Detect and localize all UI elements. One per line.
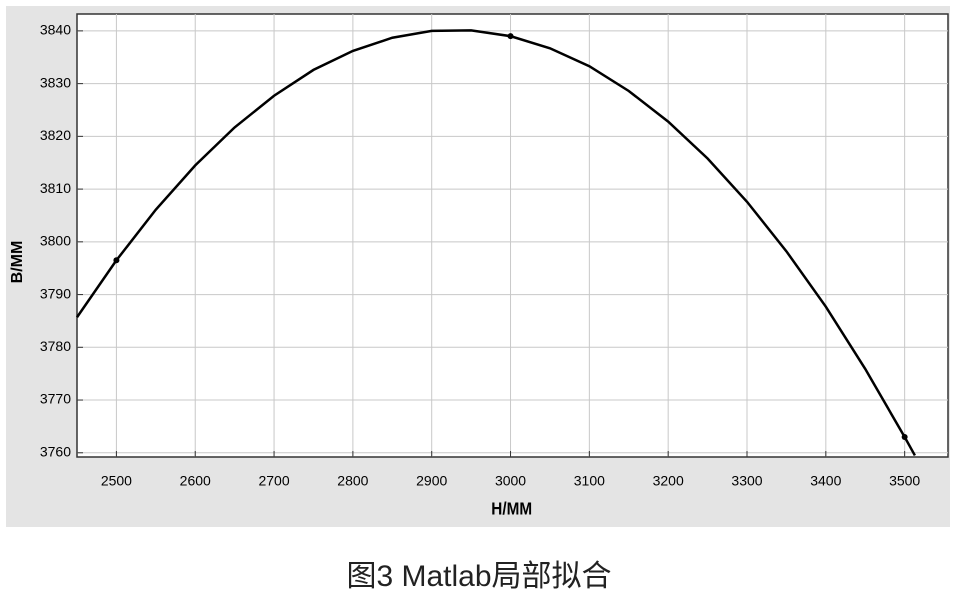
x-tick-label: 2700 xyxy=(258,473,289,489)
y-tick-label: 3810 xyxy=(40,180,71,196)
data-point xyxy=(507,33,514,40)
y-tick-label: 3780 xyxy=(40,338,71,354)
y-tick-label: 3800 xyxy=(40,233,71,249)
y-tick-label: 3830 xyxy=(40,74,71,90)
y-tick-label: 3770 xyxy=(40,391,71,407)
x-tick-label: 2900 xyxy=(416,473,447,489)
x-tick-label: 3300 xyxy=(731,473,762,489)
x-tick-label: 3400 xyxy=(810,473,841,489)
data-point xyxy=(113,257,120,264)
x-tick-label: 3500 xyxy=(889,473,920,489)
y-tick-label: 3820 xyxy=(40,127,71,143)
caption: 图3 Matlab局部拟合 xyxy=(346,560,611,593)
x-tick-label: 3100 xyxy=(574,473,605,489)
y-axis-label: B/MM xyxy=(9,241,26,284)
y-tick-label: 3760 xyxy=(40,443,71,459)
plot-area xyxy=(76,13,949,458)
x-tick-label: 3200 xyxy=(653,473,684,489)
x-tick-label: 2600 xyxy=(180,473,211,489)
x-axis-label: H/MM xyxy=(491,499,532,519)
x-tick-label: 2800 xyxy=(337,473,368,489)
y-tick-label: 3790 xyxy=(40,285,71,301)
data-point xyxy=(901,433,908,440)
y-tick-label: 3840 xyxy=(40,22,71,38)
x-tick-label: 2500 xyxy=(101,473,132,489)
x-tick-label: 3000 xyxy=(495,473,526,489)
